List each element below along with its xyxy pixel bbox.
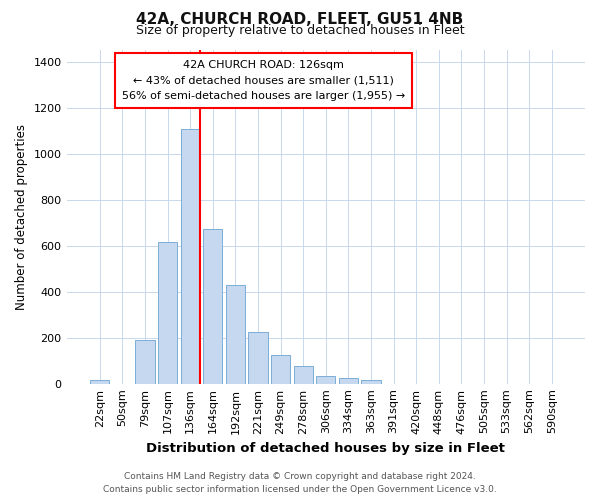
Bar	[158, 242, 177, 384]
Bar	[271, 355, 290, 384]
Text: Contains HM Land Registry data © Crown copyright and database right 2024.
Contai: Contains HM Land Registry data © Crown c…	[103, 472, 497, 494]
Text: 42A CHURCH ROAD: 126sqm
← 43% of detached houses are smaller (1,511)
56% of semi: 42A CHURCH ROAD: 126sqm ← 43% of detache…	[122, 60, 405, 101]
Bar	[136, 340, 155, 384]
Bar	[339, 378, 358, 384]
Bar	[293, 366, 313, 384]
Bar	[203, 230, 223, 384]
Bar	[226, 284, 245, 384]
X-axis label: Distribution of detached houses by size in Fleet: Distribution of detached houses by size …	[146, 442, 505, 455]
Text: 42A, CHURCH ROAD, FLEET, GU51 4NB: 42A, CHURCH ROAD, FLEET, GU51 4NB	[136, 12, 464, 28]
Bar	[90, 380, 109, 384]
Text: Size of property relative to detached houses in Fleet: Size of property relative to detached ho…	[136, 24, 464, 37]
Bar	[181, 130, 200, 384]
Bar	[316, 376, 335, 384]
Bar	[248, 332, 268, 384]
Y-axis label: Number of detached properties: Number of detached properties	[15, 124, 28, 310]
Bar	[361, 380, 380, 384]
